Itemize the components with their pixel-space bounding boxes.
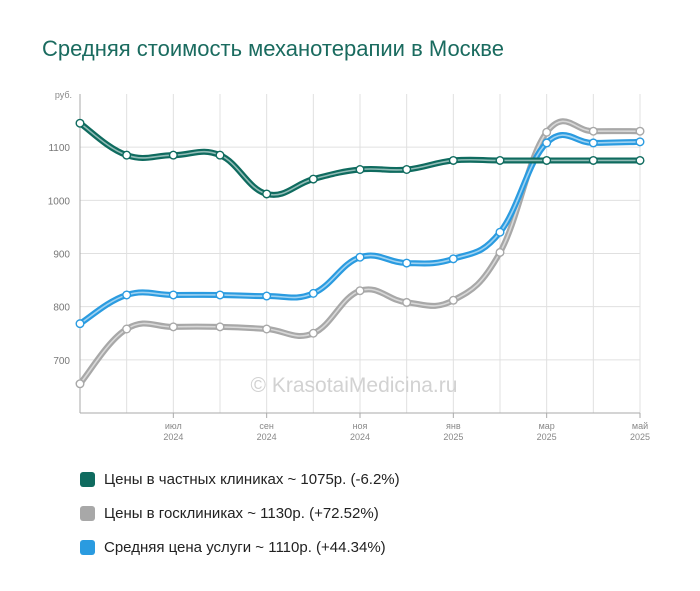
- data-point: [495, 247, 505, 257]
- data-point: [588, 155, 598, 165]
- data-point: [215, 322, 225, 332]
- x-tick-label-year: 2024: [163, 432, 183, 442]
- x-tick-label-month: янв: [446, 421, 461, 431]
- watermark: © KrasotaiMedicina.ru: [251, 374, 458, 397]
- y-tick-label: 1000: [48, 196, 71, 207]
- data-point: [542, 127, 552, 137]
- data-point: [75, 319, 85, 329]
- data-point: [308, 328, 318, 338]
- legend-swatch: [80, 539, 95, 555]
- data-point: [402, 164, 412, 174]
- data-point: [122, 324, 132, 334]
- data-point: [495, 227, 505, 237]
- data-point: [448, 254, 458, 264]
- y-axis-unit: руб.: [55, 90, 72, 100]
- y-tick-label: 1100: [48, 143, 70, 154]
- x-tick-label-year: 2025: [630, 432, 650, 442]
- legend-label: Средняя цена услуги ~ 1110р. (+44.34%): [104, 538, 386, 556]
- x-tick-label-month: сен: [259, 421, 274, 431]
- data-point: [168, 150, 178, 160]
- x-tick-label-month: июл: [165, 421, 182, 431]
- data-point: [402, 297, 412, 307]
- legend-swatch: [80, 471, 95, 487]
- data-point: [355, 252, 365, 262]
- x-tick-label-month: май: [632, 421, 648, 431]
- data-point: [308, 288, 318, 298]
- data-point: [448, 155, 458, 165]
- data-point: [262, 324, 272, 334]
- x-tick-label-month: мар: [539, 421, 555, 431]
- data-point: [122, 150, 132, 160]
- data-point: [215, 150, 225, 160]
- data-point: [542, 138, 552, 148]
- data-point: [168, 322, 178, 332]
- y-tick-label: 900: [53, 250, 70, 261]
- data-point: [308, 174, 318, 184]
- legend-item: Цены в частных клиниках ~ 1075р. (-6.2%): [80, 462, 400, 496]
- data-point: [542, 155, 552, 165]
- y-tick-label: 800: [53, 303, 70, 314]
- x-tick-label-month: ноя: [353, 421, 368, 431]
- data-point: [75, 379, 85, 389]
- data-point: [588, 126, 598, 136]
- x-tick-label-year: 2024: [350, 432, 370, 442]
- data-point: [635, 155, 645, 165]
- chart-title: Средняя стоимость механотерапии в Москве: [42, 36, 504, 61]
- legend-label: Цены в частных клиниках ~ 1075р. (-6.2%): [104, 470, 400, 488]
- data-point: [495, 155, 505, 165]
- data-point: [588, 138, 598, 148]
- y-tick-label: 700: [53, 356, 70, 367]
- x-tick-label-year: 2025: [537, 432, 557, 442]
- legend-item: Цены в госклиниках ~ 1130р. (+72.52%): [80, 496, 400, 530]
- legend-label: Цены в госклиниках ~ 1130р. (+72.52%): [104, 504, 379, 522]
- legend-swatch: [80, 505, 95, 521]
- x-tick-label-year: 2025: [443, 432, 463, 442]
- legend: Цены в частных клиниках ~ 1075р. (-6.2%)…: [80, 462, 400, 564]
- data-point: [448, 295, 458, 305]
- data-point: [262, 189, 272, 199]
- data-point: [262, 291, 272, 301]
- chart-area: 70080090010001100руб.июл2024сен2024ноя20…: [48, 90, 650, 442]
- data-point: [75, 118, 85, 128]
- data-point: [122, 290, 132, 300]
- data-point: [402, 258, 412, 268]
- data-point: [635, 126, 645, 136]
- legend-item: Средняя цена услуги ~ 1110р. (+44.34%): [80, 530, 400, 564]
- data-point: [635, 137, 645, 147]
- data-point: [355, 286, 365, 296]
- x-tick-label-year: 2024: [257, 432, 277, 442]
- data-point: [355, 164, 365, 174]
- data-point: [168, 290, 178, 300]
- data-point: [215, 290, 225, 300]
